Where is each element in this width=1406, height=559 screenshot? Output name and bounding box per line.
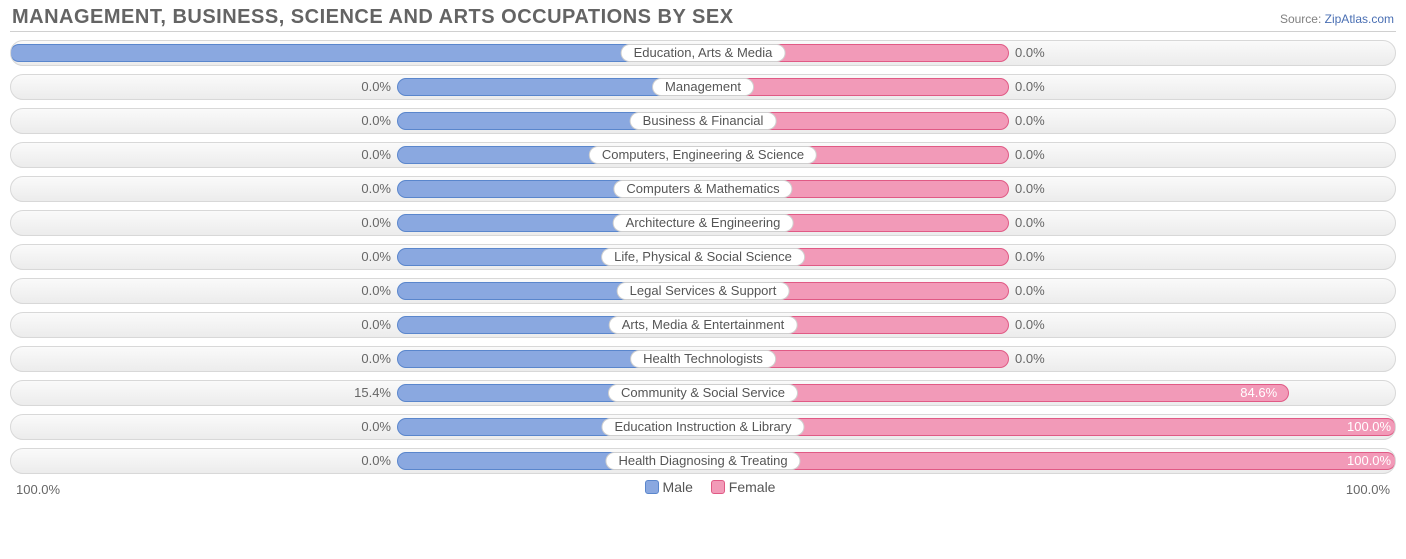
source-link[interactable]: ZipAtlas.com bbox=[1325, 12, 1394, 26]
category-label: Architecture & Engineering bbox=[613, 214, 794, 232]
female-bar bbox=[703, 452, 1396, 470]
chart-source: Source: ZipAtlas.com bbox=[1280, 12, 1394, 26]
chart-header: Management, Business, Science and Arts O… bbox=[10, 6, 1396, 32]
category-label: Management bbox=[652, 78, 754, 96]
legend-female-label: Female bbox=[729, 479, 776, 495]
axis-right-label: 100.0% bbox=[1346, 482, 1390, 497]
male-value: 0.0% bbox=[355, 177, 397, 202]
chart-rows: 100.0%0.0%Education, Arts & Media0.0%0.0… bbox=[10, 40, 1396, 474]
male-value: 15.4% bbox=[348, 381, 397, 406]
male-value: 0.0% bbox=[355, 449, 397, 474]
category-label: Community & Social Service bbox=[608, 384, 798, 402]
male-value: 0.0% bbox=[355, 109, 397, 134]
female-value: 0.0% bbox=[1009, 211, 1051, 236]
female-value: 0.0% bbox=[1009, 109, 1051, 134]
female-value: 0.0% bbox=[1009, 177, 1051, 202]
male-value: 0.0% bbox=[355, 211, 397, 236]
category-label: Life, Physical & Social Science bbox=[601, 248, 805, 266]
male-swatch bbox=[645, 480, 659, 494]
female-value: 0.0% bbox=[1009, 313, 1051, 338]
chart-row: 0.0% 0.0% Management bbox=[10, 74, 1396, 100]
chart-row: 0.0% 0.0% Legal Services & Support bbox=[10, 278, 1396, 304]
female-value: 0.0% bbox=[1009, 75, 1051, 100]
category-label: Business & Financial bbox=[630, 112, 777, 130]
legend-male-label: Male bbox=[663, 479, 693, 495]
female-value: 0.0% bbox=[1009, 245, 1051, 270]
chart-row: 0.0% 0.0% Computers, Engineering & Science bbox=[10, 142, 1396, 168]
source-prefix: Source: bbox=[1280, 12, 1325, 26]
male-value: 0.0% bbox=[355, 347, 397, 372]
female-value: 0.0% bbox=[1009, 41, 1051, 66]
category-label: Legal Services & Support bbox=[617, 282, 790, 300]
chart-row: 0.0% 0.0% Life, Physical & Social Science bbox=[10, 244, 1396, 270]
category-label: Computers, Engineering & Science bbox=[589, 146, 817, 164]
category-label: Health Diagnosing & Treating bbox=[605, 452, 800, 470]
category-label: Education, Arts & Media bbox=[621, 44, 786, 62]
category-label: Education Instruction & Library bbox=[601, 418, 804, 436]
male-value: 0.0% bbox=[355, 415, 397, 440]
female-value: 100.0% bbox=[1341, 415, 1396, 440]
female-value: 100.0% bbox=[1341, 449, 1396, 474]
male-value: 0.0% bbox=[355, 143, 397, 168]
male-value: 0.0% bbox=[355, 75, 397, 100]
chart-title: Management, Business, Science and Arts O… bbox=[12, 6, 734, 29]
female-swatch bbox=[711, 480, 725, 494]
male-bar: 100.0% bbox=[10, 44, 703, 62]
chart-row: 100.0% 0.0% Education, Arts & Media bbox=[10, 40, 1396, 66]
female-value: 0.0% bbox=[1009, 143, 1051, 168]
chart-row: 0.0% 100.0% Health Diagnosing & Treating bbox=[10, 448, 1396, 474]
axis-left-label: 100.0% bbox=[16, 482, 60, 497]
female-value: 0.0% bbox=[1009, 347, 1051, 372]
chart-row: 0.0% 0.0% Arts, Media & Entertainment bbox=[10, 312, 1396, 338]
category-label: Arts, Media & Entertainment bbox=[609, 316, 798, 334]
chart-row: 0.0% 0.0% Computers & Mathematics bbox=[10, 176, 1396, 202]
category-label: Computers & Mathematics bbox=[613, 180, 792, 198]
chart-row: 0.0% 0.0% Business & Financial bbox=[10, 108, 1396, 134]
chart-row: 0.0% 100.0% Education Instruction & Librar… bbox=[10, 414, 1396, 440]
female-bar bbox=[703, 418, 1396, 436]
female-value: 0.0% bbox=[1009, 279, 1051, 304]
male-value: 0.0% bbox=[355, 245, 397, 270]
female-value: 84.6% bbox=[1234, 381, 1283, 406]
chart-container: Management, Business, Science and Arts O… bbox=[0, 0, 1406, 499]
male-value: 0.0% bbox=[355, 279, 397, 304]
chart-row: 0.0% 0.0% Health Technologists bbox=[10, 346, 1396, 372]
legend: Male Female bbox=[10, 479, 1396, 495]
chart-row: 0.0% 0.0% Architecture & Engineering bbox=[10, 210, 1396, 236]
chart-row: 15.4% 84.6% Community & Social Service bbox=[10, 380, 1396, 406]
male-value: 0.0% bbox=[355, 313, 397, 338]
category-label: Health Technologists bbox=[630, 350, 776, 368]
